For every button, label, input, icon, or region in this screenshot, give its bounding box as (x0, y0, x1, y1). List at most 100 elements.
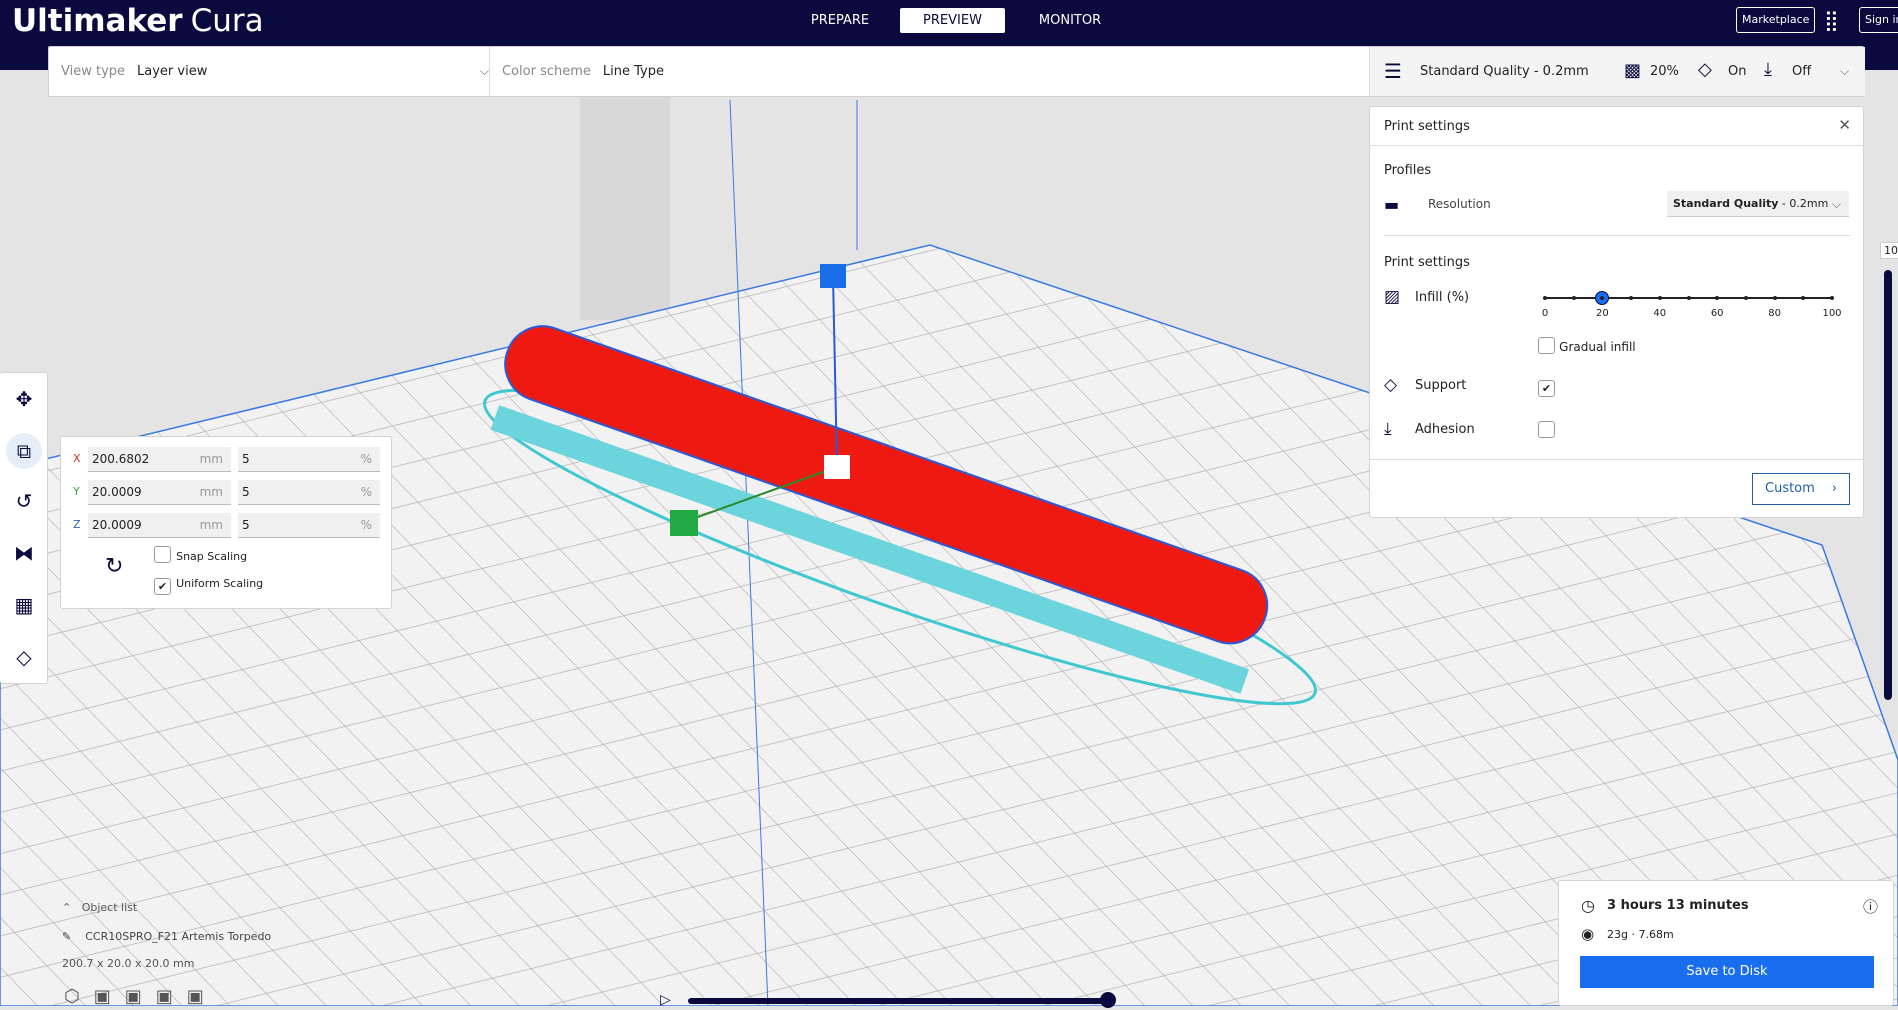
material-usage: 23g · 7.68m (1607, 928, 1674, 941)
support-checkbox[interactable]: ✔ (1538, 380, 1555, 397)
object-dimensions: 200.7 x 20.0 x 20.0 mm (62, 957, 195, 970)
view-type-label: View type (61, 64, 126, 79)
z-scale-handle[interactable] (820, 264, 846, 288)
infill-tick (1686, 296, 1691, 300)
object-name-row[interactable]: ✎ CCR10SPRO_F21 Artemis Torpedo (62, 930, 271, 943)
play-simulation-icon[interactable]: ▷ (660, 992, 671, 1008)
snap-scaling-checkbox[interactable]: Snap Scaling (154, 546, 247, 567)
scale-tool-icon[interactable]: ⧉ (6, 433, 42, 469)
app-logo: Ultimaker Cura (12, 3, 264, 39)
printer-frame (580, 90, 670, 320)
checkbox[interactable] (1538, 337, 1555, 354)
mirror-tool-icon[interactable]: ⧓ (14, 541, 34, 565)
infill-tick (1772, 296, 1777, 300)
torpedo-model (504, 325, 1269, 645)
infill-icon: ▨ (1384, 287, 1401, 307)
infill-tick (1543, 296, 1547, 300)
gradual-infill-checkbox[interactable]: Gradual infill (1538, 337, 1636, 358)
tab-monitor[interactable]: MONITOR (1038, 13, 1102, 28)
y-scale-handle[interactable] (670, 510, 698, 536)
support-blocker-icon[interactable]: ◇ (16, 645, 32, 669)
tab-prepare[interactable]: PREPARE (810, 13, 870, 28)
infill-tick (1657, 296, 1662, 300)
scale-y-percent-input[interactable]: 5% (238, 480, 380, 505)
center-scale-handle[interactable] (824, 455, 850, 479)
print-settings-heading: Print settings (1384, 255, 1470, 270)
scale-z-mm-input[interactable]: 20.0009 mm (88, 513, 231, 538)
layer-path-slider[interactable] (688, 998, 1108, 1004)
snap-scaling-label: Snap Scaling (176, 550, 248, 563)
view-type-value: Layer view (137, 64, 208, 79)
chevron-down-icon[interactable]: ⌵ (1840, 64, 1850, 78)
y-gizmo-axis (683, 466, 838, 523)
panel-title: Print settings (1384, 119, 1470, 134)
view-type-dropdown[interactable]: View type Layer view ⌵ (61, 47, 489, 96)
infill-tick-label: 80 (1768, 308, 1781, 319)
print-summary-panel: ◷ 3 hours 13 minutes ⓘ ◉ 23g · 7.68m Sav… (1558, 880, 1894, 1006)
custom-button[interactable]: Custom › (1752, 473, 1850, 505)
support-icon: ◇ (1698, 59, 1712, 80)
tab-preview[interactable]: PREVIEW (900, 8, 1005, 33)
layer-number-label: 10 (1880, 242, 1898, 259)
rotate-tool-icon[interactable]: ↺ (15, 489, 33, 513)
chevron-up-icon: ⌃ (62, 901, 72, 914)
path-slider-handle[interactable] (1100, 992, 1116, 1008)
resolution-dropdown[interactable]: Standard Quality - 0.2mm ⌵ (1667, 191, 1849, 217)
gradual-infill-label: Gradual infill (1559, 340, 1636, 354)
adhesion-checkbox[interactable] (1538, 421, 1555, 442)
info-icon[interactable]: ⓘ (1863, 898, 1879, 916)
profile-summary: Standard Quality - 0.2mm (1420, 64, 1589, 79)
scale-x-mm-input[interactable]: 200.6802 mm (88, 447, 231, 472)
camera-view-buttons[interactable]: ⬡▣▣▣▣ (64, 986, 218, 1007)
per-model-settings-icon[interactable]: ▦ (14, 593, 34, 617)
settings-sliders-icon: ☰ (1384, 59, 1402, 83)
save-to-disk-button[interactable]: Save to Disk (1580, 956, 1874, 988)
layer-slider[interactable] (1884, 270, 1892, 700)
uniform-scaling-checkbox[interactable]: ✔ Uniform Scaling (154, 575, 263, 595)
axis-label: Y (73, 485, 80, 498)
z-gizmo-axis (832, 275, 838, 468)
adhesion-summary: Off (1792, 64, 1812, 79)
support-structure (490, 405, 1250, 694)
support-summary: On (1728, 64, 1747, 79)
marketplace-button[interactable]: Marketplace (1736, 7, 1816, 33)
infill-tick-label: 100 (1822, 308, 1842, 319)
apps-grid-icon[interactable]: ⣿ (1824, 8, 1839, 32)
spool-icon: ◉ (1581, 925, 1595, 943)
infill-label: Infill (%) (1415, 290, 1470, 305)
infill-tick-label: 0 (1541, 308, 1549, 319)
print-setup-summary[interactable]: ☰ Standard Quality - 0.2mm ▩ 20% ◇ On ⤓ … (1369, 47, 1865, 96)
reset-scale-icon[interactable]: ↻ (105, 554, 124, 579)
profiles-heading: Profiles (1384, 163, 1432, 178)
infill-tick-label: 20 (1596, 308, 1609, 319)
infill-summary: 20% (1650, 64, 1679, 79)
infill-tick (1600, 296, 1605, 300)
adhesion-label: Adhesion (1415, 422, 1475, 437)
close-icon[interactable]: ✕ (1838, 116, 1851, 134)
scale-z-percent-input[interactable]: 5% (238, 513, 380, 538)
infill-tick (1801, 296, 1806, 300)
support-label: Support (1415, 378, 1467, 393)
color-scheme-label: Color scheme (502, 64, 591, 79)
infill-tick (1830, 296, 1834, 300)
object-list-toggle[interactable]: ⌃ Object list (62, 901, 137, 914)
support-icon: ◇ (1384, 375, 1398, 395)
view-toolbar: View type Layer view ⌵ Color scheme Line T… (48, 46, 1865, 97)
axis-label: X (73, 452, 81, 465)
uniform-scaling-label: Uniform Scaling (176, 577, 264, 590)
infill-tick (1743, 296, 1748, 300)
infill-tick (1571, 296, 1576, 300)
move-tool-icon[interactable]: ✥ (15, 387, 33, 411)
scale-tool-panel: X 200.6802 mm 5% Y 20.0009 mm 5% Z 20.0009 mm… (60, 436, 392, 609)
infill-tick (1629, 296, 1634, 300)
scale-y-mm-input[interactable]: 20.0009 mm (88, 480, 231, 505)
edit-pencil-icon: ✎ (62, 930, 72, 943)
resolution-label: Resolution (1428, 197, 1491, 211)
infill-tick-label: 40 (1653, 308, 1667, 319)
scale-x-percent-input[interactable]: 5% (238, 447, 380, 472)
axis-label: Z (73, 518, 81, 531)
chevron-down-icon: ⌵ (479, 64, 489, 78)
sign-in-button[interactable]: Sign in (1859, 7, 1898, 33)
adhesion-icon: ⤓ (1384, 419, 1392, 439)
